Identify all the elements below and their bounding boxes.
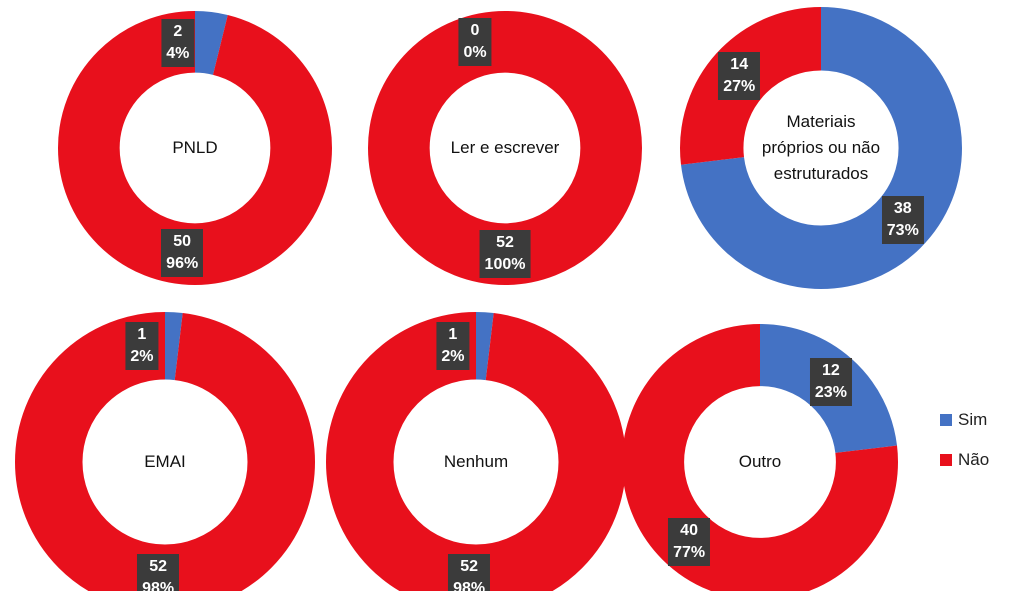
donut-title: Ler e escrever — [450, 138, 560, 157]
donut-title: EMAI — [144, 452, 186, 471]
count-label: 50 — [173, 233, 192, 251]
count-label: 52 — [496, 234, 514, 252]
count-label: 38 — [893, 200, 912, 218]
donut-title: Outro — [738, 452, 782, 471]
count-label: 12 — [822, 361, 840, 379]
percent-label: 2% — [441, 347, 465, 365]
legend-swatch — [940, 454, 952, 466]
data-label: 50 96% — [161, 229, 204, 278]
percent-label: 96% — [166, 255, 199, 273]
count-label: 0 — [470, 21, 480, 39]
legend-swatch — [940, 414, 952, 426]
percent-label: 4% — [166, 44, 190, 62]
data-label: 52 100% — [479, 230, 531, 279]
legend-text: Sim — [958, 410, 988, 429]
count-label: 40 — [680, 522, 698, 540]
data-label: 52 98% — [137, 554, 180, 591]
percent-label: 98% — [453, 580, 486, 591]
percent-label: 73% — [886, 222, 919, 240]
data-label: 38 73% — [881, 196, 924, 245]
data-label: 52 98% — [448, 554, 491, 591]
data-label: 2 4% — [161, 18, 195, 67]
percent-label: 77% — [673, 544, 706, 562]
donut-segment — [621, 324, 898, 591]
count-label: 2 — [173, 22, 183, 40]
legend-text: Não — [958, 450, 990, 469]
percent-label: 23% — [814, 383, 847, 401]
data-label: 12 23% — [809, 357, 852, 406]
count-label: 52 — [460, 558, 478, 576]
donut-title: Materiais próprios ou não estruturados — [761, 112, 881, 183]
percent-label: 100% — [484, 256, 526, 274]
count-label: 52 — [149, 558, 167, 576]
percent-label: 0% — [463, 43, 487, 61]
count-label: 1 — [137, 325, 147, 343]
percent-label: 2% — [130, 347, 154, 365]
donut-segment — [679, 7, 963, 290]
legend-item: Não — [940, 450, 989, 470]
percent-label: 98% — [142, 580, 175, 591]
count-label: 14 — [730, 55, 749, 73]
data-label: 1 2% — [125, 321, 159, 370]
data-label: 14 27% — [718, 51, 761, 100]
data-label: 0 0% — [458, 17, 492, 66]
donut-title: PNLD — [172, 138, 218, 157]
data-label: 1 2% — [436, 321, 470, 370]
count-label: 1 — [448, 325, 458, 343]
donut-title: Nenhum — [443, 452, 509, 471]
legend-item: Sim — [940, 410, 987, 430]
data-label: 40 77% — [668, 518, 711, 567]
percent-label: 27% — [723, 77, 756, 95]
